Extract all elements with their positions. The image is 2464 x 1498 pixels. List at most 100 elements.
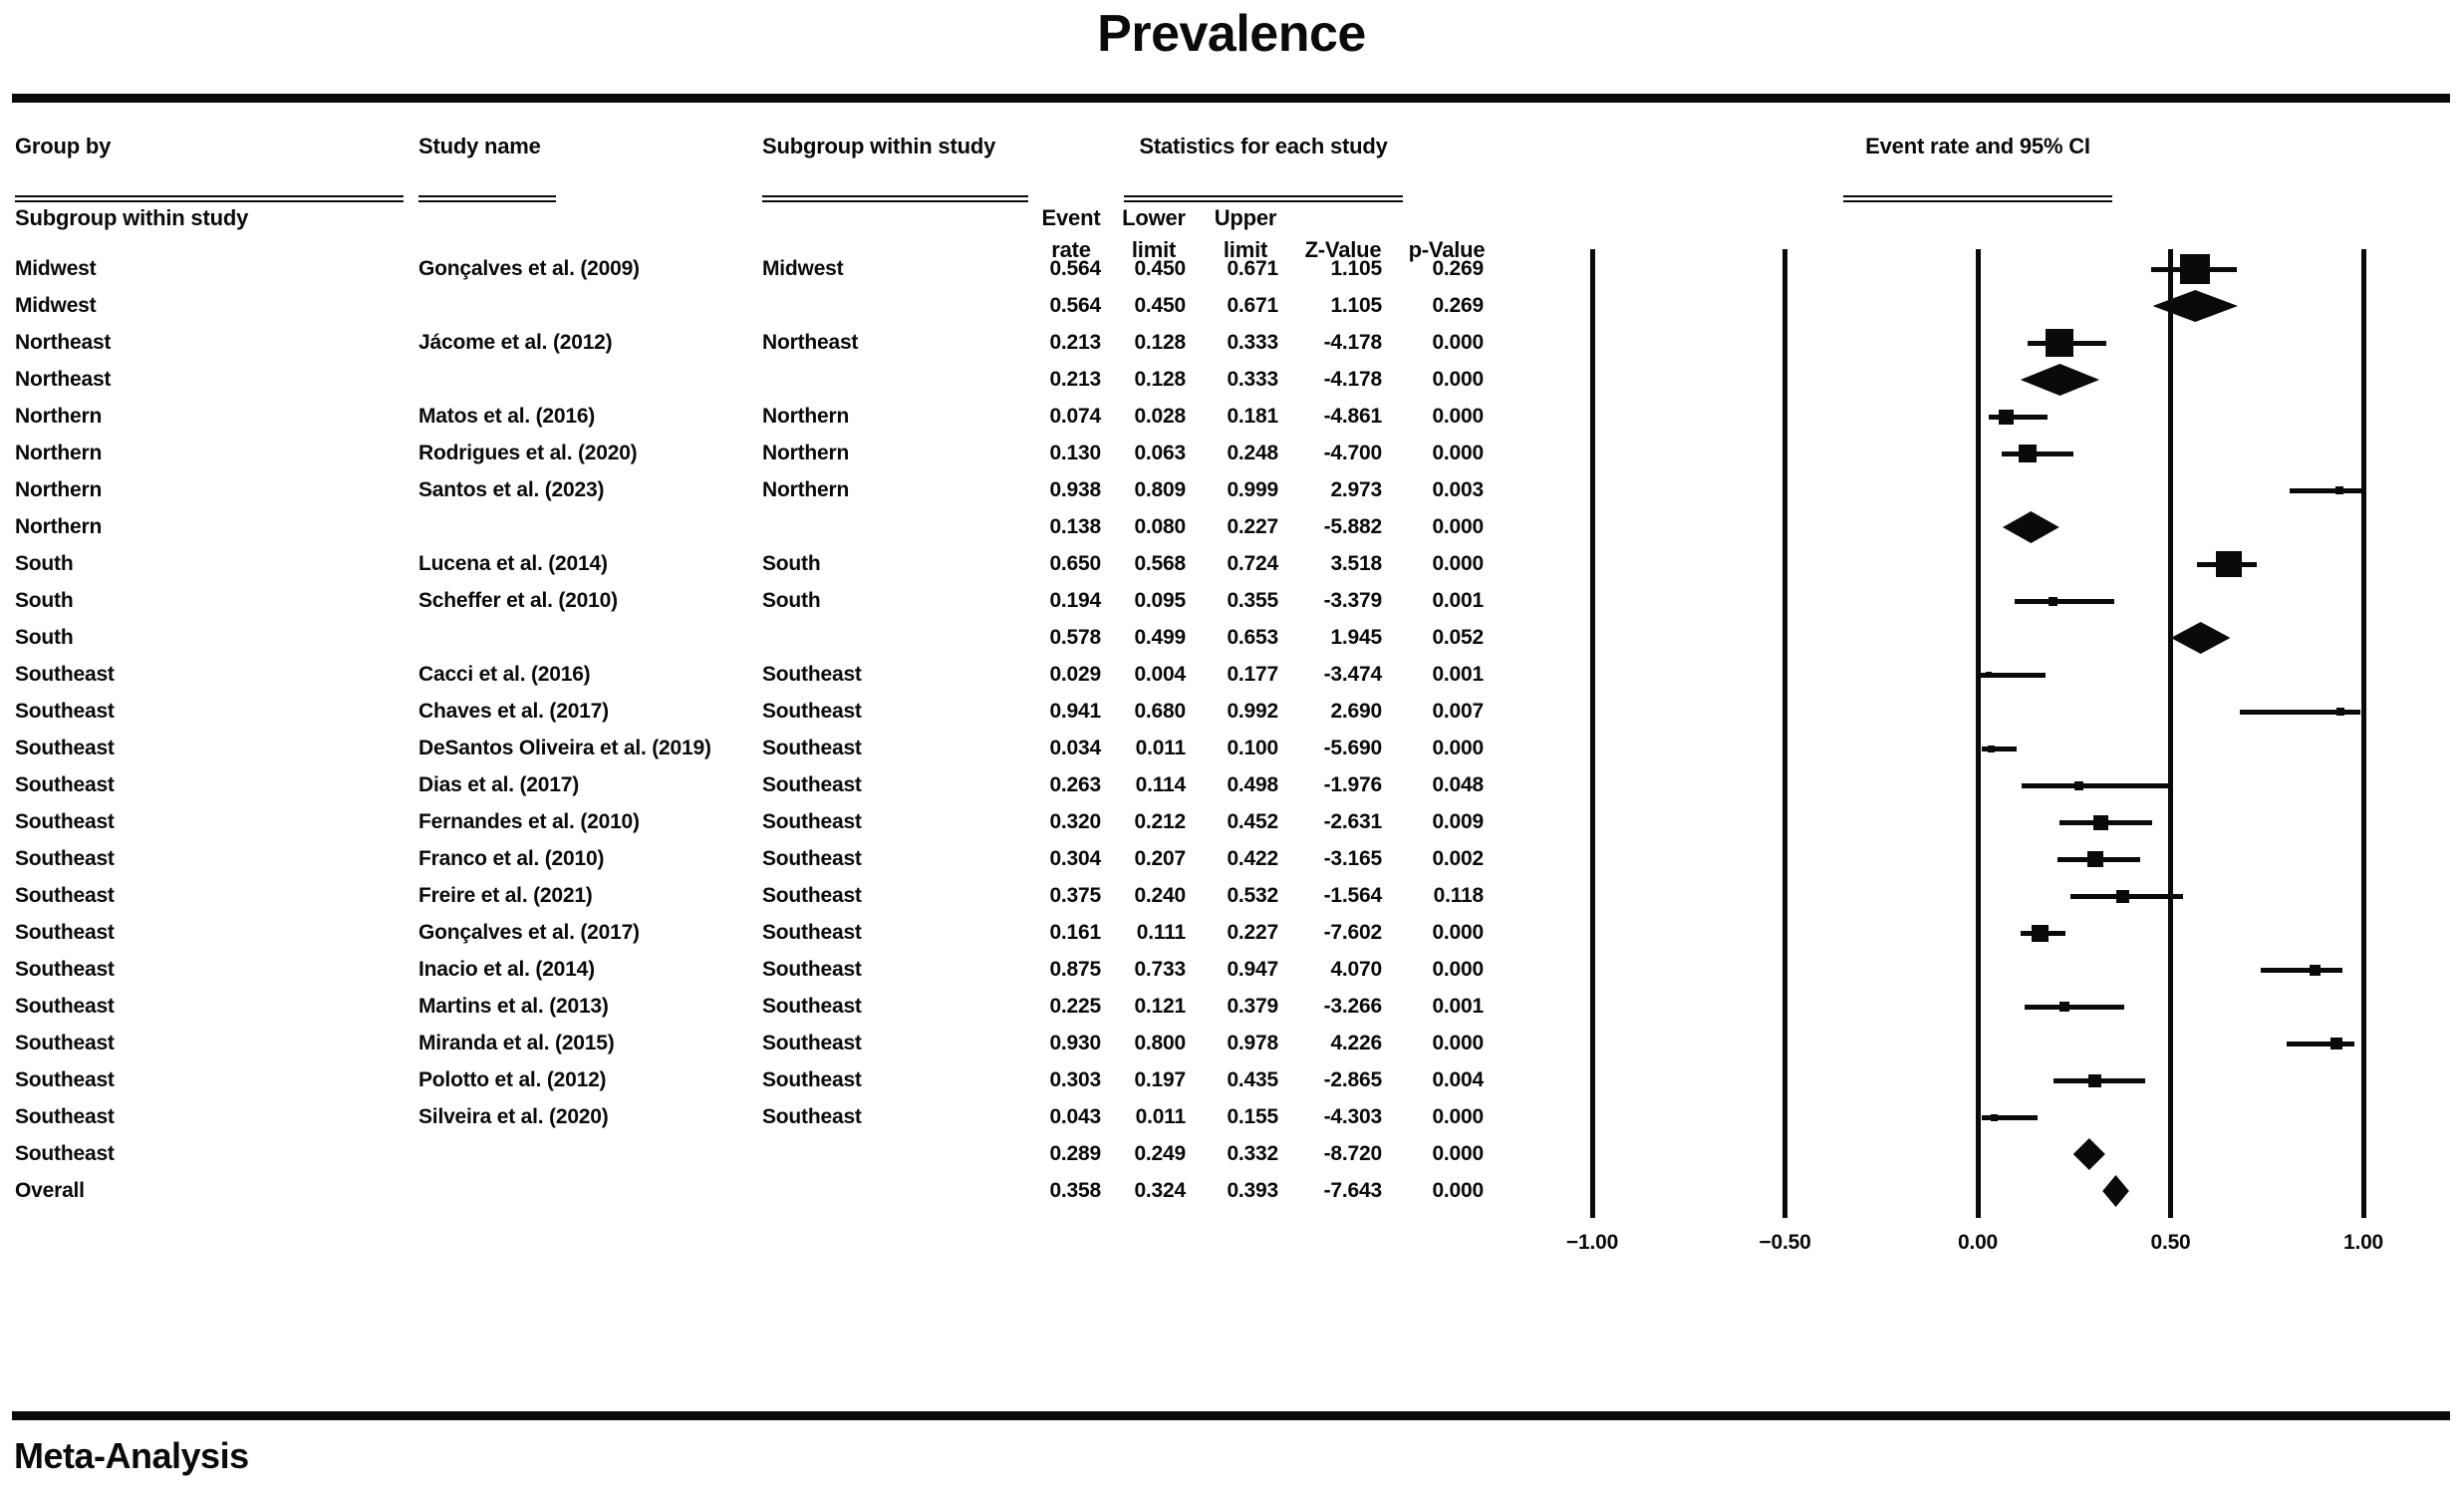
cell-upper-limit: 0.227 <box>1227 515 1278 538</box>
cell-z-value: 1.105 <box>1330 294 1382 317</box>
table-row: Overall 0.358 0.324 0.393 -7.643 0.000 <box>0 1178 2464 1204</box>
cell-lower-limit: 0.499 <box>1134 626 1186 649</box>
cell-lower-limit: 0.212 <box>1134 810 1186 833</box>
subheader-upper-limit: limit <box>1223 237 1268 262</box>
cell-event-rate: 0.930 <box>1049 1032 1101 1054</box>
cell-upper-limit: 0.355 <box>1227 589 1278 612</box>
row-group-label: Southeast <box>15 773 115 796</box>
summary-diamond <box>2102 1175 2129 1207</box>
row-study-label: Scheffer et al. (2010) <box>418 589 618 612</box>
cell-p-value: 0.000 <box>1432 1105 1484 1128</box>
cell-event-rate: 0.289 <box>1049 1142 1101 1165</box>
header-study-name: Study name <box>418 134 541 158</box>
footer-label: Meta-Analysis <box>14 1435 249 1476</box>
cell-lower-limit: 0.197 <box>1134 1068 1186 1091</box>
row-group-label: Southeast <box>15 1105 115 1128</box>
table-row: Southeast DeSantos Oliveira et al. (2019)… <box>0 736 2464 761</box>
cell-upper-limit: 0.227 <box>1227 921 1278 944</box>
study-marker <box>2115 889 2129 903</box>
cell-p-value: 0.000 <box>1432 737 1484 759</box>
table-row: South Lucena et al. (2014) South 0.650 0.568… <box>0 551 2464 577</box>
table-row: Southeast Martins et al. (2013) Southeast 0… <box>0 994 2464 1020</box>
plot-gridline <box>1782 249 1787 1218</box>
cell-z-value: -1.976 <box>1323 773 1383 796</box>
table-row: Southeast Freire et al. (2021) Southeast 0.… <box>0 883 2464 909</box>
cell-p-value: 0.000 <box>1432 405 1484 428</box>
cell-p-value: 0.052 <box>1432 626 1484 649</box>
table-row: Southeast Silveira et al. (2020) Southeast… <box>0 1104 2464 1130</box>
table-row: Southeast Franco et al. (2010) Southeast 0.… <box>0 846 2464 872</box>
cell-p-value: 0.048 <box>1432 773 1484 796</box>
cell-lower-limit: 0.063 <box>1134 442 1186 464</box>
row-group-label: Southeast <box>15 847 115 870</box>
cell-upper-limit: 0.947 <box>1227 958 1278 981</box>
study-marker <box>2031 924 2049 942</box>
plot-gridline <box>2168 249 2173 1218</box>
row-study-label: Freire et al. (2021) <box>418 884 593 907</box>
ci-line <box>2290 487 2363 493</box>
ci-line <box>2024 1004 2124 1010</box>
study-marker <box>2046 329 2074 357</box>
row-subgroup-label: South <box>762 589 821 612</box>
header-underline-subgroup <box>762 195 1028 202</box>
cell-z-value: -8.720 <box>1323 1142 1383 1165</box>
cell-lower-limit: 0.324 <box>1134 1179 1186 1202</box>
row-subgroup-label: Midwest <box>762 257 844 280</box>
study-marker <box>2087 1073 2101 1087</box>
cell-p-value: 0.000 <box>1432 515 1484 538</box>
header-underline-statistics <box>1124 195 1403 202</box>
table-row: Southeast 0.289 0.249 0.332 -8.720 0.000 <box>0 1141 2464 1167</box>
cell-upper-limit: 0.155 <box>1227 1105 1278 1128</box>
cell-z-value: 4.226 <box>1330 1032 1382 1054</box>
row-group-label: South <box>15 626 74 649</box>
cell-lower-limit: 0.011 <box>1135 737 1187 759</box>
row-group-label: Southeast <box>15 921 115 944</box>
cell-p-value: 0.001 <box>1432 995 1484 1018</box>
study-marker <box>1999 409 2015 425</box>
cell-z-value: -3.165 <box>1323 847 1383 870</box>
cell-upper-limit: 0.671 <box>1227 294 1278 317</box>
ci-line <box>1979 672 2047 678</box>
cell-z-value: 4.070 <box>1330 958 1382 981</box>
row-group-label: Southeast <box>15 1142 115 1165</box>
table-row: Southeast Cacci et al. (2016) Southeast 0.0… <box>0 662 2464 688</box>
header-plot: Event rate and 95% CI <box>1865 134 2090 158</box>
row-study-label: Martins et al. (2013) <box>418 995 609 1018</box>
table-row: Northeast Jácome et al. (2012) Northeast 0.… <box>0 330 2464 356</box>
cell-p-value: 0.001 <box>1432 663 1484 686</box>
cell-lower-limit: 0.028 <box>1134 405 1186 428</box>
row-group-label: Southeast <box>15 1032 115 1054</box>
row-subgroup-label: Southeast <box>762 847 862 870</box>
row-study-label: Silveira et al. (2020) <box>418 1105 609 1128</box>
row-study-label: Cacci et al. (2016) <box>418 663 591 686</box>
row-group-label: Northeast <box>15 331 112 354</box>
cell-p-value: 0.002 <box>1432 847 1484 870</box>
cell-z-value: -3.379 <box>1323 589 1383 612</box>
cell-lower-limit: 0.121 <box>1134 995 1186 1018</box>
ci-line <box>1988 414 2049 420</box>
top-rule <box>12 94 2450 103</box>
cell-upper-limit: 0.100 <box>1227 737 1278 759</box>
cell-p-value: 0.009 <box>1432 810 1484 833</box>
axis-tick-label: 0.00 <box>1957 1231 1999 1254</box>
cell-p-value: 0.000 <box>1432 442 1484 464</box>
ci-line <box>1982 746 2017 751</box>
row-subgroup-label: Northern <box>762 478 850 501</box>
cell-p-value: 0.007 <box>1432 700 1484 723</box>
cell-upper-limit: 0.999 <box>1227 478 1278 501</box>
table-row: Northern Santos et al. (2023) Northern 0.93… <box>0 477 2464 503</box>
row-study-label: Dias et al. (2017) <box>418 773 579 796</box>
cell-p-value: 0.003 <box>1432 478 1484 501</box>
cell-event-rate: 0.303 <box>1049 1068 1101 1091</box>
cell-event-rate: 0.304 <box>1049 847 1101 870</box>
plot-gridline <box>1589 249 1595 1218</box>
cell-p-value: 0.000 <box>1432 331 1484 354</box>
row-group-label: Northern <box>15 442 103 464</box>
header-statistics: Statistics for each study <box>1139 134 1388 158</box>
row-subgroup-label: Southeast <box>762 773 862 796</box>
study-marker <box>2310 964 2322 976</box>
row-group-label: Northern <box>15 515 103 538</box>
row-group-label: Southeast <box>15 663 115 686</box>
row-subgroup-label: Southeast <box>762 995 862 1018</box>
